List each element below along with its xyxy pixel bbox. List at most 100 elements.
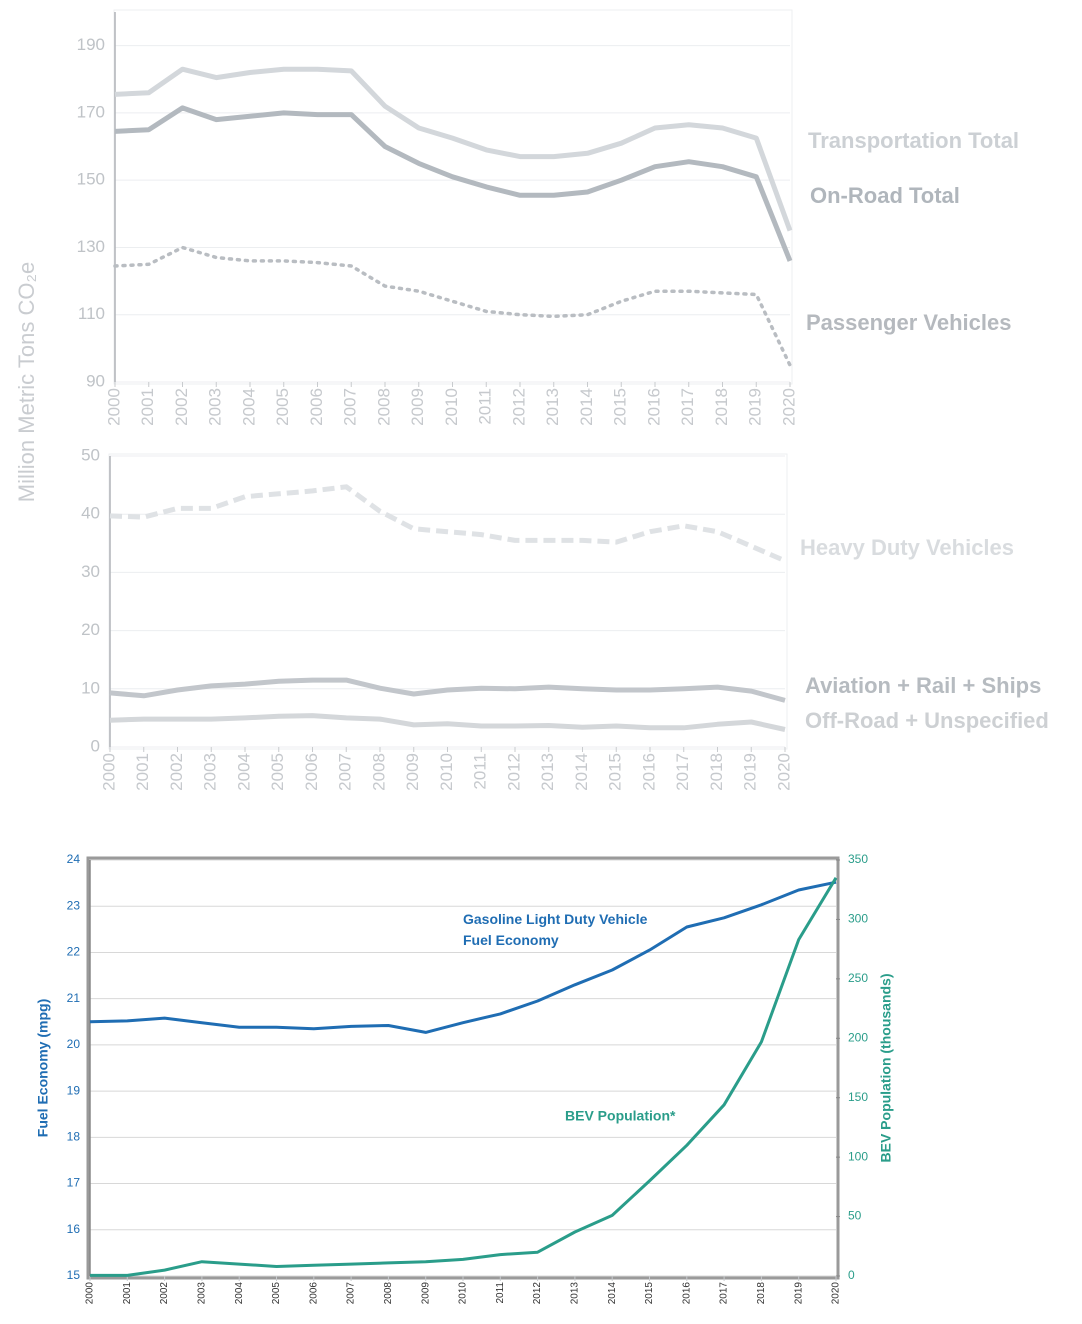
x-tick-label: 2002 — [167, 753, 186, 791]
series-line — [114, 66, 793, 232]
x-tick-label: 2005 — [268, 753, 287, 791]
x-tick-label: 2010 — [437, 753, 456, 791]
x-tick-label: 2016 — [681, 1282, 692, 1305]
y-tick-label: 17 — [67, 1176, 81, 1190]
x-tick-label: 2016 — [644, 388, 663, 426]
series-line — [113, 245, 792, 367]
series-label: BEV Population* — [565, 1108, 676, 1124]
x-tick-label: 2002 — [172, 388, 191, 426]
x-tick-label: 2014 — [607, 1282, 618, 1305]
y2-tick-label: 50 — [848, 1209, 862, 1223]
x-tick-label: 2013 — [570, 1282, 581, 1305]
x-tick-label: 2013 — [538, 753, 557, 791]
x-tick-label: 2001 — [133, 753, 152, 791]
x-tick-label: 2004 — [234, 753, 253, 791]
y-tick-label: 90 — [86, 371, 105, 390]
x-tick-label: 2006 — [308, 1282, 319, 1305]
y-axis-label: Million Metric Tons CO₂e — [14, 262, 39, 502]
x-tick-label: 2009 — [420, 1282, 431, 1305]
x-tick-label: 2013 — [543, 388, 562, 426]
x-tick-label: 2020 — [831, 1282, 842, 1305]
series-label: Heavy Duty Vehicles — [800, 535, 1014, 560]
x-tick-label: 2007 — [346, 1282, 357, 1305]
x-tick-label: 2004 — [239, 388, 258, 426]
y-tick-label: 30 — [81, 562, 100, 581]
series-line — [89, 880, 837, 1034]
series-label: Off-Road + Unspecified — [805, 708, 1049, 733]
y-tick-label: 20 — [67, 1037, 81, 1051]
y-tick-label: 23 — [67, 898, 81, 912]
x-tick-label: 2015 — [611, 388, 630, 426]
series-label: Gasoline Light Duty Vehicle Fuel Economy — [463, 911, 648, 948]
x-tick-label: 2004 — [234, 1282, 245, 1305]
series-label: Transportation Total — [808, 128, 1019, 153]
x-tick-label: 2010 — [458, 1282, 469, 1305]
x-tick-label: 2001 — [122, 1282, 133, 1305]
y-tick-label: 130 — [77, 237, 105, 256]
y2-tick-label: 0 — [848, 1268, 855, 1282]
series-label: Aviation + Rail + Ships — [805, 673, 1041, 698]
x-tick-label: 2012 — [509, 388, 528, 426]
x-tick-label: 2015 — [644, 1282, 655, 1305]
y-tick-label: 10 — [81, 678, 100, 697]
x-tick-label: 2009 — [403, 753, 422, 791]
y-tick-label: 15 — [67, 1268, 81, 1282]
x-tick-label: 2014 — [577, 388, 596, 426]
x-tick-label: 2016 — [639, 753, 658, 791]
x-tick-label: 2018 — [707, 753, 726, 791]
x-tick-label: 2012 — [504, 753, 523, 791]
x-tick-label: 2010 — [442, 388, 461, 426]
y-axis-label: Fuel Economy (mpg) — [35, 999, 51, 1137]
x-tick-label: 2000 — [99, 753, 118, 791]
x-tick-label: 2011 — [476, 388, 495, 425]
x-tick-label: 2020 — [779, 388, 798, 426]
x-tick-label: 2007 — [336, 753, 355, 791]
y-tick-label: 170 — [77, 102, 105, 121]
y2-tick-label: 200 — [848, 1030, 868, 1044]
x-tick-label: 2007 — [341, 388, 360, 426]
x-tick-label: 2005 — [271, 1282, 282, 1305]
x-tick-label: 2019 — [793, 1282, 804, 1305]
x-tick-label: 2001 — [138, 388, 157, 426]
y2-tick-label: 150 — [848, 1090, 868, 1104]
x-tick-label: 2017 — [673, 753, 692, 791]
y-tick-label: 16 — [67, 1222, 81, 1236]
y-tick-label: 19 — [67, 1083, 81, 1097]
x-tick-label: 2019 — [741, 753, 760, 791]
plot-frame — [113, 9, 793, 385]
y2-tick-label: 250 — [848, 971, 868, 985]
x-tick-label: 2020 — [774, 753, 793, 791]
x-tick-label: 2000 — [85, 1282, 96, 1305]
y-tick-label: 24 — [67, 852, 81, 866]
x-tick-label: 2000 — [104, 388, 123, 426]
y-tick-label: 110 — [78, 304, 105, 323]
y-tick-label: 40 — [81, 504, 100, 523]
plot-frame — [108, 453, 788, 750]
series-label: Passenger Vehicles — [806, 310, 1011, 335]
x-tick-label: 2019 — [746, 388, 765, 426]
x-tick-label: 2008 — [374, 388, 393, 426]
x-tick-label: 2018 — [756, 1282, 767, 1305]
y2-tick-label: 100 — [848, 1149, 868, 1163]
x-tick-label: 2003 — [197, 1282, 208, 1305]
x-tick-label: 2008 — [383, 1282, 394, 1305]
x-tick-label: 2006 — [302, 753, 321, 791]
series-line — [114, 105, 793, 262]
x-tick-label: 2005 — [273, 388, 292, 426]
series-line — [109, 484, 786, 564]
y2-tick-label: 300 — [848, 912, 868, 926]
series-line — [109, 677, 786, 703]
x-tick-label: 2009 — [408, 388, 427, 426]
x-tick-label: 2012 — [532, 1282, 543, 1305]
y-tick-label: 20 — [81, 620, 100, 639]
x-tick-label: 2011 — [471, 753, 490, 790]
x-tick-label: 2015 — [606, 753, 625, 791]
y-tick-label: 190 — [77, 35, 105, 54]
x-tick-label: 2002 — [159, 1282, 170, 1305]
x-tick-label: 2006 — [307, 388, 326, 426]
y-tick-label: 18 — [67, 1130, 81, 1144]
y-tick-label: 0 — [91, 736, 100, 755]
series-line — [109, 713, 786, 732]
x-tick-label: 2017 — [678, 388, 697, 426]
